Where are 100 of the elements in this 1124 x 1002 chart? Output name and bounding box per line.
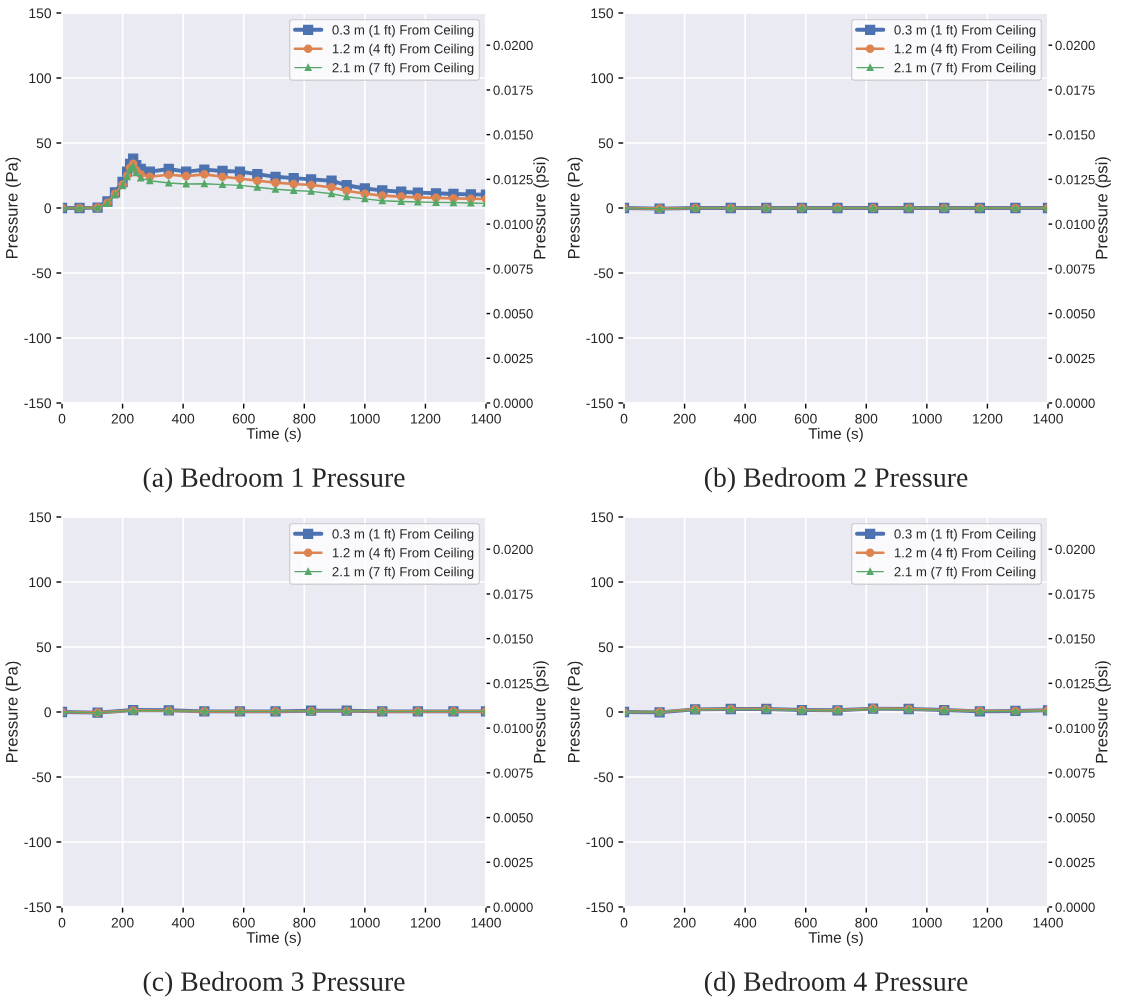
y2-axis-title: Pressure (psi)	[1095, 661, 1111, 763]
y2-tick-label: 0.0100	[1055, 723, 1095, 734]
y2-tick-label: 0.0175	[1055, 589, 1095, 599]
legend-label: 2.1 m (7 ft) From Ceiling	[332, 566, 474, 579]
legend-label: 1.2 m (4 ft) From Ceiling	[894, 43, 1036, 57]
y-axis-title: Pressure (Pa)	[567, 157, 583, 259]
legend-label: 0.3 m (1 ft) From Ceiling	[332, 528, 474, 542]
y-tick-label: -150	[24, 902, 52, 913]
legend-label: 2.1 m (7 ft) From Ceiling	[894, 62, 1036, 75]
text: (b) Bedroom 2 Pressure	[704, 467, 968, 493]
y2-tick-label: 0.0025	[1055, 353, 1095, 364]
y2-tick-label: 0.0075	[493, 264, 533, 274]
x-tick-label: 1200	[411, 413, 441, 424]
legend-label: 2.1 m (7 ft) From Ceiling	[332, 62, 474, 75]
x-tick-label: 1400	[471, 413, 501, 424]
x-tick-label: 1200	[973, 917, 1003, 928]
text: (c) Bedroom 3 Pressure	[143, 971, 405, 997]
x-tick-label: 200	[673, 413, 696, 424]
y2-tick-label: 0.0000	[493, 902, 533, 912]
y-tick-label: -100	[586, 837, 614, 848]
x-tick-label: 800	[293, 413, 316, 424]
legend-label: 0.3 m (1 ft) From Ceiling	[894, 24, 1036, 38]
x-tick-label: 400	[171, 917, 195, 928]
y2-tick-label: 0.0150	[493, 634, 533, 644]
y2-tick-label: 0.0050	[1055, 813, 1095, 823]
y-axis-title: Pressure (Pa)	[567, 661, 583, 763]
y2-tick-label: 0.0175	[493, 589, 533, 599]
y-tick-label: -50	[594, 268, 614, 279]
y2-tick-label: 0.0200	[1055, 544, 1095, 555]
y-tick-label: -50	[594, 772, 614, 783]
y-axis-title: Pressure (Pa)	[5, 157, 21, 259]
x-tick-label: 1400	[471, 917, 501, 928]
y-tick-label: 150	[29, 8, 52, 19]
y-tick-label: 0	[606, 707, 614, 718]
y2-tick-label: 0.0075	[1055, 264, 1095, 274]
y2-tick-label: 0.0075	[1055, 768, 1095, 778]
legend-label: 2.1 m (7 ft) From Ceiling	[894, 566, 1036, 579]
x-tick-label: 800	[293, 917, 316, 928]
y2-tick-label: 0.0175	[493, 85, 533, 95]
y-tick-label: -150	[586, 902, 614, 913]
y-tick-label: 0	[44, 203, 52, 214]
y2-axis-title: Pressure (psi)	[533, 157, 549, 259]
y2-tick-label: 0.0200	[493, 40, 533, 51]
y2-tick-label: 0.0025	[1055, 857, 1095, 868]
y-tick-label: 0	[606, 203, 614, 214]
y-tick-label: 50	[598, 138, 614, 149]
x-tick-label: 1000	[350, 413, 380, 424]
y2-tick-label: 0.0000	[1055, 902, 1095, 912]
x-tick-label: 200	[673, 917, 696, 928]
y-tick-label: -50	[32, 772, 52, 783]
y2-tick-label: 0.0200	[1055, 40, 1095, 51]
y-tick-label: -150	[24, 398, 52, 409]
y2-tick-label: 0.0050	[1055, 309, 1095, 319]
x-tick-label: 1400	[1033, 917, 1063, 928]
x-tick-label: 1400	[1033, 413, 1063, 424]
x-tick-label: 800	[855, 917, 878, 928]
y2-tick-label: 0.0100	[493, 723, 533, 734]
x-tick-label: 600	[232, 917, 255, 928]
y-tick-label: 100	[29, 73, 52, 84]
x-tick-label: 0	[58, 413, 66, 424]
y2-tick-label: 0.0125	[1055, 174, 1095, 185]
y2-tick-label: 0.0025	[493, 857, 533, 868]
y-tick-label: 0	[44, 707, 52, 718]
text: (a) Bedroom 1 Pressure	[143, 467, 405, 493]
x-axis-title: Time (s)	[246, 427, 301, 442]
text: (d) Bedroom 4 Pressure	[704, 971, 968, 997]
y2-axis-title: Pressure (psi)	[1095, 157, 1111, 259]
y2-tick-label: 0.0125	[1055, 678, 1095, 689]
y-tick-label: 150	[591, 8, 614, 19]
x-tick-label: 0	[620, 917, 628, 928]
x-tick-label: 1200	[973, 413, 1003, 424]
legend-label: 0.3 m (1 ft) From Ceiling	[332, 24, 474, 38]
legend-label: 1.2 m (4 ft) From Ceiling	[894, 547, 1036, 561]
y-tick-label: 100	[29, 577, 52, 588]
x-tick-label: 0	[620, 413, 628, 424]
x-tick-label: 800	[855, 413, 878, 424]
y2-tick-label: 0.0125	[493, 174, 533, 185]
x-tick-label: 1000	[912, 413, 942, 424]
x-tick-label: 1000	[350, 917, 380, 928]
y2-tick-label: 0.0075	[493, 768, 533, 778]
y2-tick-label: 0.0150	[1055, 634, 1095, 644]
y-tick-label: -100	[24, 837, 52, 848]
x-tick-label: 400	[733, 413, 757, 424]
y-tick-label: -100	[586, 333, 614, 344]
y2-tick-label: 0.0050	[493, 813, 533, 823]
y2-tick-label: 0.0125	[493, 678, 533, 689]
y2-tick-label: 0.0150	[1055, 130, 1095, 140]
y2-tick-label: 0.0100	[493, 219, 533, 230]
y-tick-label: 100	[591, 577, 614, 588]
y2-tick-label: 0.0100	[1055, 219, 1095, 230]
legend-label: 1.2 m (4 ft) From Ceiling	[332, 547, 474, 561]
x-tick-label: 1200	[411, 917, 441, 928]
x-tick-label: 200	[111, 413, 134, 424]
y2-tick-label: 0.0000	[493, 398, 533, 408]
x-axis-title: Time (s)	[808, 931, 863, 946]
x-axis-title: Time (s)	[808, 427, 863, 442]
legend-label: 1.2 m (4 ft) From Ceiling	[332, 43, 474, 57]
x-tick-label: 600	[794, 413, 817, 424]
y-tick-label: 50	[36, 642, 52, 653]
y-axis-title: Pressure (Pa)	[5, 661, 21, 763]
